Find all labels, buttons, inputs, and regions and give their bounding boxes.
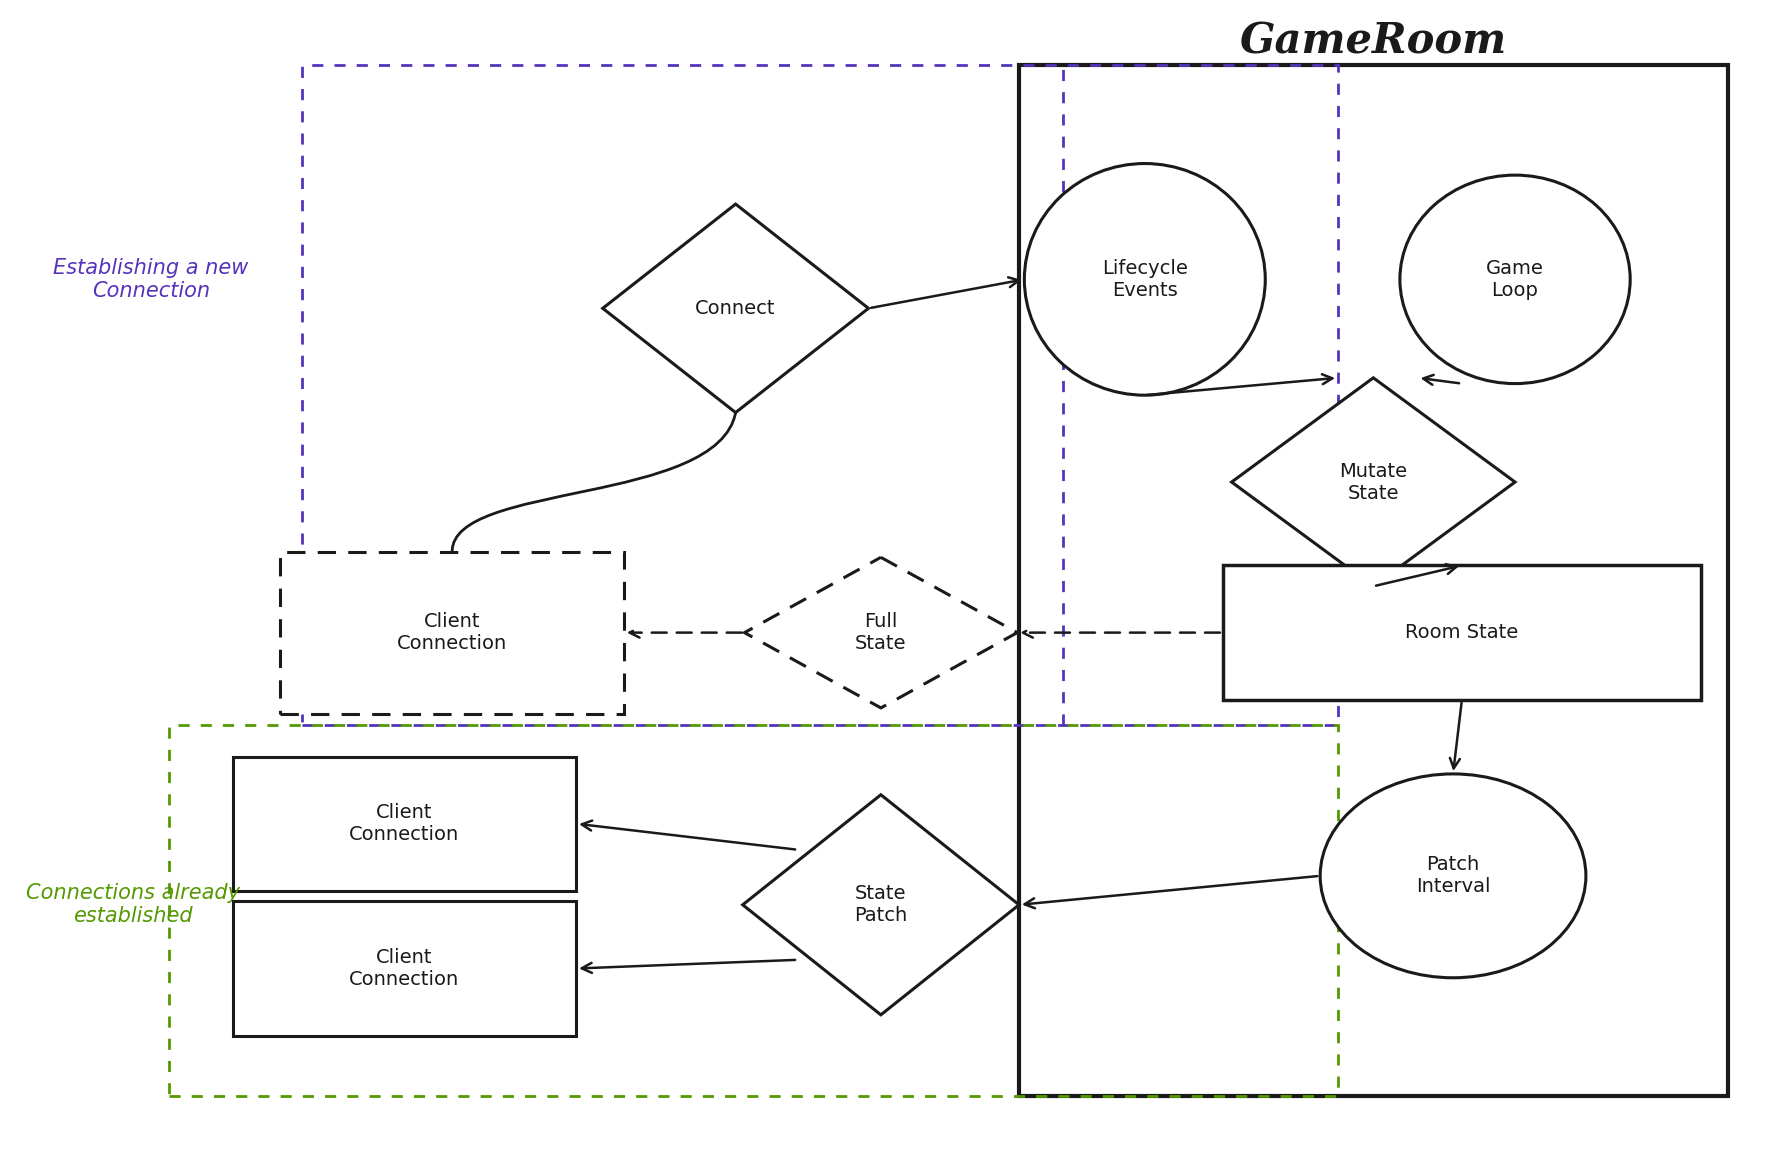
- Text: Client
Connection: Client Connection: [349, 949, 460, 989]
- FancyBboxPatch shape: [1223, 565, 1701, 700]
- Ellipse shape: [1024, 164, 1264, 395]
- Polygon shape: [604, 204, 869, 412]
- Text: Client
Connection: Client Connection: [398, 612, 507, 654]
- Text: Establishing a new
Connection: Establishing a new Connection: [54, 258, 249, 301]
- FancyBboxPatch shape: [233, 757, 577, 890]
- Polygon shape: [743, 795, 1019, 1015]
- Ellipse shape: [1320, 774, 1585, 978]
- Text: Connect: Connect: [695, 298, 776, 318]
- FancyBboxPatch shape: [233, 901, 577, 1036]
- Text: Client
Connection: Client Connection: [349, 803, 460, 844]
- Text: State
Patch: State Patch: [854, 885, 908, 925]
- Text: Game
Loop: Game Loop: [1487, 259, 1544, 300]
- Text: Patch
Interval: Patch Interval: [1417, 856, 1490, 896]
- Polygon shape: [745, 557, 1017, 708]
- Text: Full
State: Full State: [854, 612, 906, 654]
- Polygon shape: [1232, 377, 1515, 586]
- Text: Mutate
State: Mutate State: [1340, 462, 1408, 503]
- Text: Lifecycle
Events: Lifecycle Events: [1101, 259, 1187, 300]
- Ellipse shape: [1401, 175, 1630, 383]
- Text: Connections already
established: Connections already established: [27, 884, 240, 926]
- FancyBboxPatch shape: [281, 551, 623, 714]
- Text: GameRoom: GameRoom: [1239, 21, 1506, 63]
- Text: Room State: Room State: [1406, 623, 1519, 642]
